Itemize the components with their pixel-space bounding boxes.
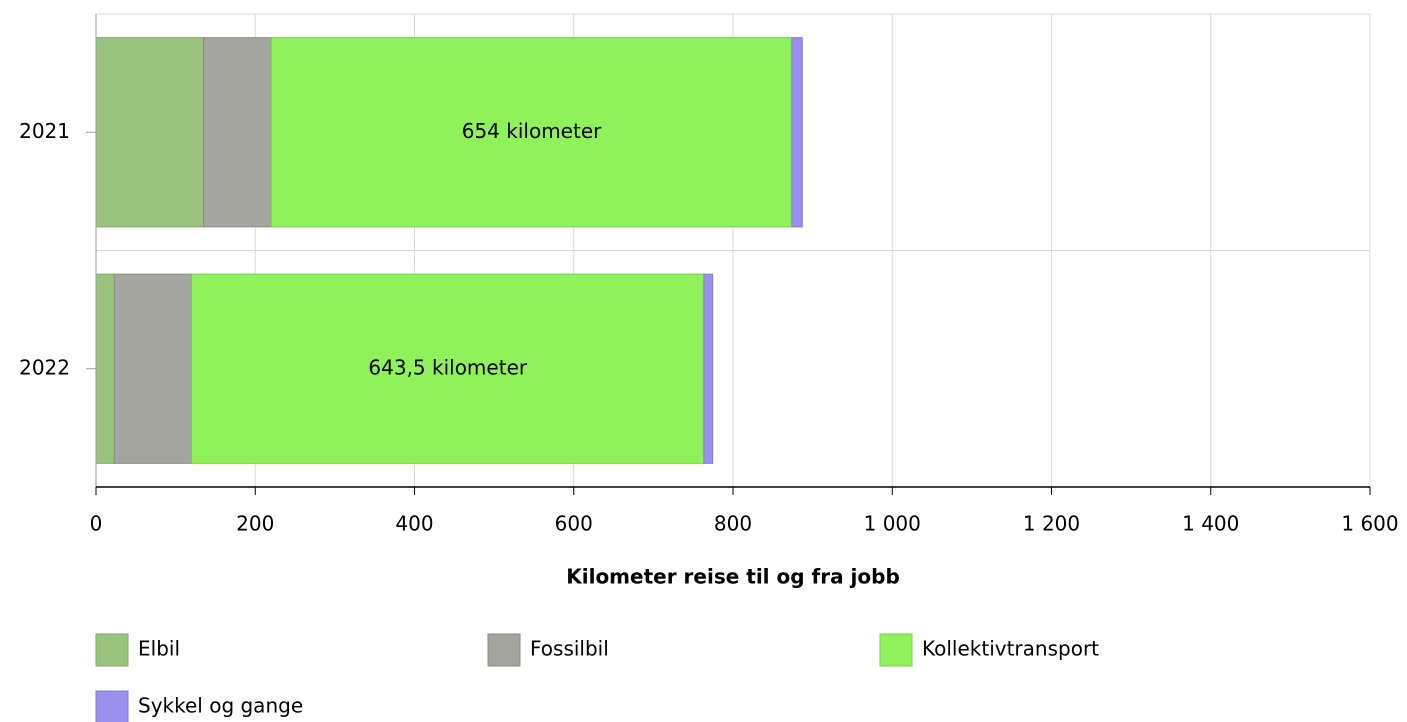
legend-label[interactable]: Fossilbil xyxy=(530,637,609,661)
legend-label[interactable]: Kollektivtransport xyxy=(922,637,1099,661)
legend-swatch[interactable] xyxy=(95,690,129,722)
x-tick-label: 1 400 xyxy=(1182,512,1239,536)
legend-label[interactable]: Sykkel og gange xyxy=(138,694,303,718)
bar xyxy=(95,37,204,228)
bar xyxy=(270,37,793,228)
x-tick-label: 0 xyxy=(90,512,103,536)
x-axis-title: Kilometer reise til og fra jobb xyxy=(566,565,900,589)
bar xyxy=(191,273,705,464)
x-tick-label: 1 200 xyxy=(1023,512,1080,536)
legend-swatch[interactable] xyxy=(487,633,521,667)
x-tick-label: 1 600 xyxy=(1341,512,1398,536)
bar xyxy=(791,37,803,228)
y-tick-label: 2022 xyxy=(19,355,70,379)
x-tick-label: 200 xyxy=(236,512,274,536)
data-label: 654 kilometer xyxy=(462,119,602,143)
x-tick-label: 1 000 xyxy=(864,512,921,536)
legend-swatch[interactable] xyxy=(95,633,129,667)
x-tick-label: 600 xyxy=(555,512,593,536)
x-tick-label: 400 xyxy=(395,512,433,536)
bar xyxy=(202,37,272,228)
y-tick-label: 2021 xyxy=(19,119,70,143)
bar xyxy=(703,273,714,464)
data-label: 643,5 kilometer xyxy=(368,355,527,379)
bar xyxy=(113,273,193,464)
legend-swatch[interactable] xyxy=(879,633,913,667)
x-tick-label: 800 xyxy=(714,512,752,536)
legend-label[interactable]: Elbil xyxy=(138,637,180,661)
bar xyxy=(95,273,115,464)
